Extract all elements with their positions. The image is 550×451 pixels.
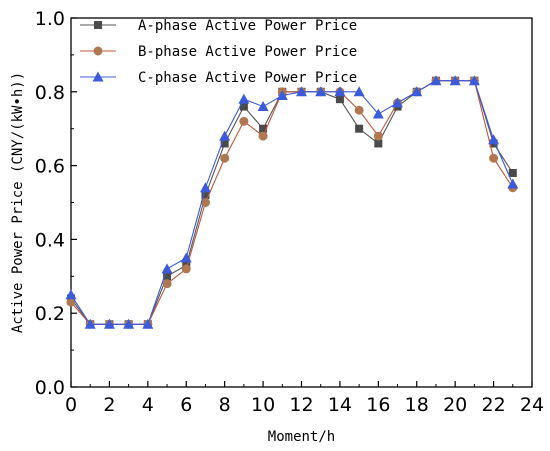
x-tick-label: 18	[405, 394, 429, 416]
series-1	[66, 76, 518, 329]
legend-marker	[93, 46, 103, 56]
x-tick-label: 6	[180, 394, 192, 416]
data-point	[84, 318, 96, 329]
x-tick-label: 24	[520, 394, 544, 416]
data-point	[334, 86, 346, 97]
data-point	[355, 124, 364, 133]
data-point	[276, 89, 288, 100]
series-2	[65, 75, 519, 329]
data-point	[200, 198, 210, 207]
legend-marker	[92, 71, 104, 82]
x-tick-label: 0	[65, 394, 77, 416]
data-point	[259, 124, 268, 133]
legend: A-phase Active Power Price B-phase Active…	[80, 18, 357, 86]
x-tick-label: 14	[328, 394, 352, 416]
data-point	[181, 264, 191, 274]
data-point	[180, 252, 192, 263]
data-point	[373, 131, 383, 141]
data-point	[220, 153, 230, 163]
legend-marker	[94, 21, 102, 29]
data-point	[162, 279, 172, 289]
data-point	[220, 139, 229, 148]
data-point	[103, 318, 115, 329]
data-point	[219, 130, 231, 141]
data-point	[489, 153, 499, 163]
series-line	[70, 80, 514, 325]
data-point	[163, 272, 172, 281]
data-point	[123, 318, 135, 329]
data-point	[66, 297, 76, 307]
data-point	[238, 93, 250, 104]
legend-label: B-phase Active Power Price	[138, 44, 357, 60]
data-point	[335, 95, 344, 104]
x-tick-label: 2	[103, 394, 115, 416]
data-point	[411, 86, 423, 97]
data-point	[199, 182, 211, 193]
data-point	[201, 191, 210, 200]
data-point	[65, 289, 77, 300]
x-tick-label: 22	[481, 394, 505, 416]
data-point	[161, 263, 173, 274]
x-tick-label: 16	[366, 394, 390, 416]
x-tick-label: 20	[443, 394, 467, 416]
legend-label: C-phase Active Power Price	[138, 70, 357, 86]
data-point	[372, 108, 384, 119]
series-0	[67, 76, 517, 329]
y-tick-label: 0.8	[35, 82, 65, 104]
y-tick-label: 0.6	[35, 156, 65, 178]
data-point	[392, 97, 404, 108]
ticks-layer: 0 2 4 6 8 10 12 14 16 18 20 22 240.00.20.40.60.81.0	[35, 8, 544, 416]
data-point	[239, 116, 249, 126]
data-point	[488, 134, 500, 145]
series-layer	[65, 75, 519, 329]
x-tick-label: 10	[251, 394, 275, 416]
legend-label: A-phase Active Power Price	[138, 18, 357, 34]
y-tick-label: 0.2	[35, 303, 65, 325]
series-line	[70, 80, 514, 325]
y-tick-label: 0.4	[35, 229, 65, 251]
y-tick-label: 1.0	[35, 8, 65, 30]
data-point	[258, 131, 268, 141]
data-point	[468, 75, 480, 86]
data-point	[354, 105, 364, 115]
x-axis-label: Moment/h	[268, 429, 335, 445]
x-tick-label: 8	[219, 394, 231, 416]
y-tick-label: 0.0	[35, 377, 65, 399]
data-point	[430, 75, 442, 86]
x-tick-label: 4	[142, 394, 154, 416]
data-point	[449, 75, 461, 86]
data-point	[296, 86, 307, 97]
data-point	[315, 86, 327, 97]
x-tick-label: 12	[289, 394, 313, 416]
data-point	[508, 168, 517, 177]
y-axis-label: Active Power Price (CNY/(kW•h))	[10, 72, 26, 333]
data-point	[142, 318, 154, 329]
series-line	[70, 80, 514, 325]
data-point	[257, 101, 269, 112]
data-point	[374, 139, 383, 148]
data-point	[353, 86, 365, 97]
data-point	[239, 102, 248, 111]
data-point	[507, 178, 519, 189]
